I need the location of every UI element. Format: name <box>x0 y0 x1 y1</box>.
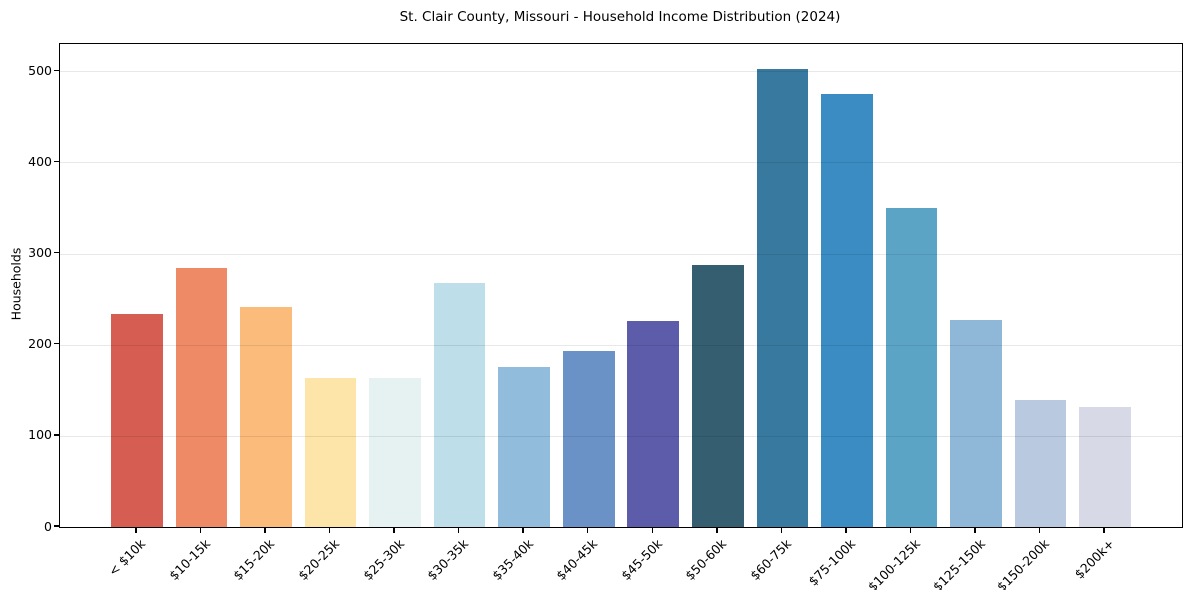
x-tick-label-$20-25k: $20-25k <box>295 536 343 584</box>
bar-$30-35k <box>433 282 486 527</box>
x-tick-label-$200k+: $200k+ <box>1071 536 1117 582</box>
x-tick-label-$35-40k: $35-40k <box>488 536 536 584</box>
x-tick-mark-$25-30k <box>393 527 395 533</box>
x-tick-label-$15-20k: $15-20k <box>230 536 278 584</box>
y-tick-label-100: 100 <box>28 427 52 443</box>
bar-$75-100k <box>821 94 873 527</box>
bar-$40-45k <box>562 351 615 527</box>
y-tick-mark-0 <box>54 525 59 527</box>
x-tick-mark-$150-200k <box>1038 527 1041 533</box>
bar-$50-60k <box>692 265 744 527</box>
x-tick-mark-$15-20k <box>264 527 266 533</box>
y-tick-mark-100 <box>54 434 59 436</box>
y-tick-label-400: 400 <box>28 153 52 169</box>
bar-$125-150k <box>950 320 1002 527</box>
y-tick-mark-500 <box>54 69 59 72</box>
x-tick-label-$60-75k: $60-75k <box>746 536 795 584</box>
x-tick-mark-< $10k <box>135 527 137 533</box>
x-tick-label-$25-30k: $25-30k <box>359 536 407 584</box>
gridline-y-300 <box>60 253 1182 255</box>
gridline-y-500 <box>60 71 1182 73</box>
x-tick-label-$30-35k: $30-35k <box>424 536 472 584</box>
x-tick-label-$50-60k: $50-60k <box>682 536 730 584</box>
x-tick-mark-$20-25k <box>328 527 331 533</box>
bar-$100-125k <box>885 208 938 527</box>
x-tick-label-$10-15k: $10-15k <box>165 536 213 584</box>
x-tick-mark-$10-15k <box>199 527 202 533</box>
y-tick-label-0: 0 <box>44 518 52 534</box>
chart-title: St. Clair County, Missouri - Household I… <box>399 9 841 25</box>
bar-$200k+ <box>1079 406 1131 527</box>
y-tick-label-300: 300 <box>28 245 52 261</box>
x-tick-label-$40-45k: $40-45k <box>553 536 601 584</box>
bar-$60-75k <box>756 68 809 527</box>
bar-< $10k <box>111 313 163 527</box>
x-tick-mark-$75-100k <box>845 527 847 533</box>
x-tick-mark-$60-75k <box>780 527 783 533</box>
x-tick-mark-$125-150k <box>974 527 976 533</box>
x-tick-label-$100-125k: $100-125k <box>864 536 924 590</box>
x-tick-label-$45-50k: $45-50k <box>617 536 665 584</box>
bar-$25-30k <box>369 377 421 527</box>
plot-area <box>59 43 1183 528</box>
gridline-y-400 <box>60 162 1182 164</box>
x-tick-mark-$45-50k <box>651 527 653 533</box>
x-tick-label-< $10k: < $10k <box>105 536 149 579</box>
bar-$35-40k <box>498 366 550 527</box>
x-tick-label-$125-150k: $125-150k <box>929 536 988 590</box>
y-tick-mark-400 <box>54 160 59 163</box>
x-tick-mark-$40-45k <box>587 527 589 533</box>
x-tick-mark-$50-60k <box>716 527 718 533</box>
x-tick-label-$150-200k: $150-200k <box>993 536 1053 590</box>
y-tick-mark-300 <box>54 251 59 254</box>
x-tick-label-$75-100k: $75-100k <box>805 536 859 589</box>
y-tick-label-200: 200 <box>28 336 52 352</box>
x-tick-mark-$100-125k <box>909 527 912 533</box>
x-tick-mark-$30-35k <box>457 527 460 533</box>
y-tick-mark-200 <box>54 343 59 345</box>
x-tick-mark-$200k+ <box>1103 527 1105 533</box>
bar-$10-15k <box>175 268 228 527</box>
x-tick-mark-$35-40k <box>522 527 524 533</box>
y-tick-label-500: 500 <box>28 62 52 78</box>
bar-$20-25k <box>304 378 357 527</box>
gridline-y-100 <box>60 435 1182 437</box>
bar-$15-20k <box>240 307 292 527</box>
gridline-y-200 <box>60 344 1182 346</box>
bar-$45-50k <box>627 321 680 527</box>
bar-$150-200k <box>1014 400 1067 527</box>
